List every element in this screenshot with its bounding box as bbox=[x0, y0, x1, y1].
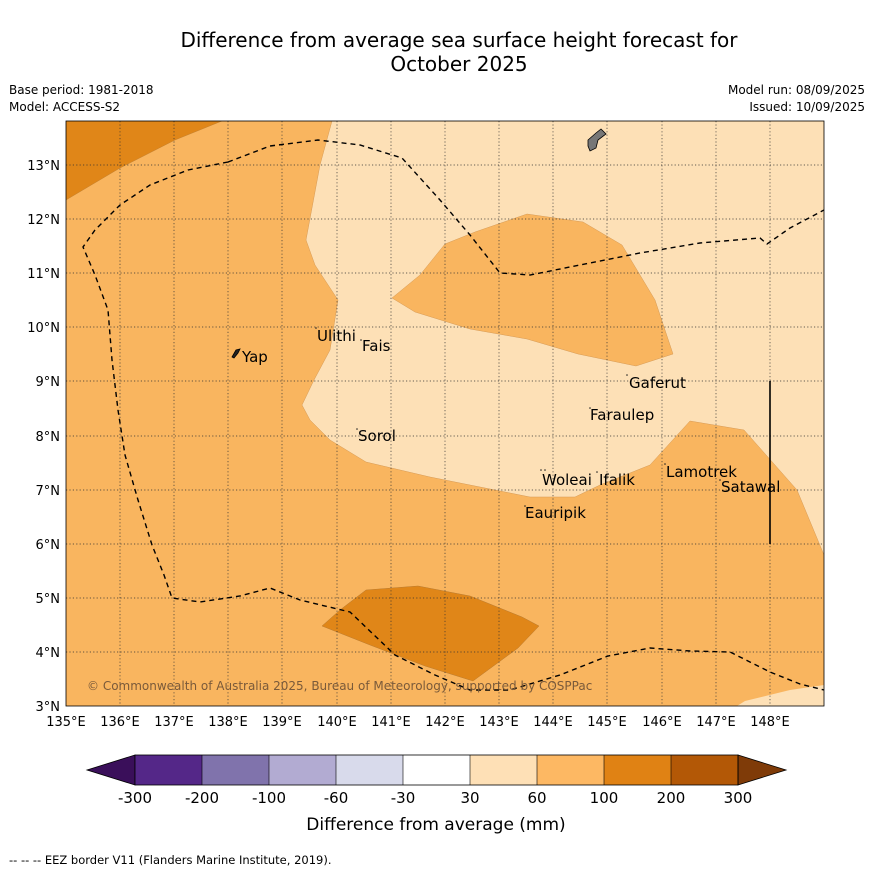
sorol-dot bbox=[356, 428, 358, 430]
yap-island-shape bbox=[231, 348, 241, 359]
colorbar-extend-low bbox=[85, 754, 136, 786]
colorbar-label: Difference from average (mm) bbox=[306, 815, 565, 835]
lon-tick-146: 146°E bbox=[642, 715, 682, 730]
cbar-tick-m200: -200 bbox=[185, 789, 219, 807]
lon-tick-145: 145°E bbox=[587, 715, 627, 730]
colorbar-extend-high bbox=[737, 754, 788, 786]
colorbar-dividers bbox=[201, 755, 672, 785]
fill-100-200-south bbox=[321, 585, 540, 682]
fill-30-60-southeast bbox=[737, 685, 824, 706]
cbar-tick-m30: -30 bbox=[391, 789, 416, 807]
eez-border-west-south bbox=[82, 161, 824, 691]
colorbar-swatch-6 bbox=[470, 755, 537, 785]
label-yap: Yap bbox=[241, 348, 268, 366]
cbar-tick-m100: -100 bbox=[252, 789, 286, 807]
colorbar-swatch-7 bbox=[537, 755, 604, 785]
lon-tick-142: 142°E bbox=[425, 715, 465, 730]
lon-tick-139: 139°E bbox=[262, 715, 302, 730]
label-lamotrek: Lamotrek bbox=[666, 463, 737, 481]
lat-tick-labels: 3°N 4°N 5°N 6°N 7°N 8°N 9°N 10°N 11°N 12… bbox=[27, 159, 60, 715]
lat-tick-9: 9°N bbox=[36, 375, 61, 390]
cbar-tick-60: 60 bbox=[527, 789, 546, 807]
lon-tick-143: 143°E bbox=[479, 715, 519, 730]
label-sorol: Sorol bbox=[358, 427, 396, 445]
model-name: Model: ACCESS-S2 bbox=[9, 100, 121, 114]
colorbar-swatch-9 bbox=[671, 755, 738, 785]
eez-footnote: -- -- -- EEZ border V11 (Flanders Marine… bbox=[9, 853, 332, 867]
label-eauripik: Eauripik bbox=[525, 504, 586, 522]
lon-tick-137: 137°E bbox=[154, 715, 194, 730]
copyright-text: © Commonwealth of Australia 2025, Bureau… bbox=[87, 679, 592, 693]
lon-tick-136: 136°E bbox=[100, 715, 140, 730]
island-labels: Yap Ulithi Fais Sorol Gaferut Faraulep W… bbox=[241, 327, 780, 522]
lat-tick-10: 10°N bbox=[27, 321, 60, 336]
woleai-dot bbox=[540, 469, 542, 471]
lon-tick-147: 147°E bbox=[696, 715, 736, 730]
lon-tick-140: 140°E bbox=[317, 715, 357, 730]
colorbar-swatch-8 bbox=[604, 755, 671, 785]
colorbar-swatch-4 bbox=[336, 755, 403, 785]
map-title-line2: October 2025 bbox=[390, 52, 528, 76]
fill-60-100-blob bbox=[391, 213, 674, 367]
label-satawal: Satawal bbox=[721, 478, 780, 496]
colorbar-tick-labels: -300 -200 -100 -60 -30 30 60 100 200 300 bbox=[118, 789, 752, 807]
fill-100-200-northwest bbox=[66, 121, 223, 201]
map-frame bbox=[65, 120, 825, 707]
cbar-tick-30: 30 bbox=[460, 789, 479, 807]
cbar-tick-m300: -300 bbox=[118, 789, 152, 807]
eauripik-dot bbox=[524, 505, 526, 507]
cbar-tick-300: 300 bbox=[724, 789, 753, 807]
eez-border-north bbox=[227, 139, 824, 276]
faraulep-dot bbox=[589, 407, 591, 409]
lat-tick-6: 6°N bbox=[36, 538, 61, 553]
lon-tick-144: 144°E bbox=[533, 715, 573, 730]
model-run: Model run: 08/09/2025 bbox=[727, 83, 865, 97]
lon-tick-141: 141°E bbox=[371, 715, 411, 730]
fais-dot bbox=[360, 339, 362, 341]
label-ifalik: Ifalik bbox=[599, 471, 635, 489]
lat-tick-7: 7°N bbox=[36, 484, 61, 499]
lat-tick-5: 5°N bbox=[36, 592, 61, 607]
lamotrek-dot bbox=[664, 463, 666, 465]
colorbar-swatch-2 bbox=[202, 755, 269, 785]
map-title: Difference from average sea surface heig… bbox=[0, 28, 873, 76]
lat-tick-13: 13°N bbox=[27, 159, 60, 174]
map-plot-area: Yap Ulithi Fais Sorol Gaferut Faraulep W… bbox=[66, 121, 824, 706]
issued-date: Issued: 10/09/2025 bbox=[749, 100, 865, 114]
island-dots bbox=[315, 327, 721, 507]
woleai-dot-2 bbox=[544, 469, 546, 471]
lat-tick-4: 4°N bbox=[36, 646, 61, 661]
guam-island bbox=[587, 128, 607, 152]
map-title-line1: Difference from average sea surface heig… bbox=[180, 28, 738, 52]
ifalik-dot bbox=[596, 471, 598, 473]
base-period: Base period: 1981-2018 bbox=[9, 83, 154, 97]
lat-tick-12: 12°N bbox=[27, 213, 60, 228]
label-faraulep: Faraulep bbox=[590, 406, 654, 424]
label-gaferut: Gaferut bbox=[629, 374, 686, 392]
lon-tick-148: 148°E bbox=[750, 715, 790, 730]
lat-tick-8: 8°N bbox=[36, 430, 61, 445]
lon-tick-138: 138°E bbox=[208, 715, 248, 730]
label-woleai: Woleai bbox=[542, 471, 592, 489]
label-ulithi: Ulithi bbox=[317, 327, 356, 345]
lat-tick-3: 3°N bbox=[36, 700, 61, 715]
lon-tick-135: 135°E bbox=[46, 715, 86, 730]
cbar-tick-m60: -60 bbox=[324, 789, 349, 807]
lon-tick-labels: 135°E 136°E 137°E 138°E 139°E 140°E 141°… bbox=[46, 715, 790, 730]
label-fais: Fais bbox=[362, 337, 391, 355]
ulithi-dot bbox=[315, 327, 317, 329]
cbar-tick-100: 100 bbox=[590, 789, 619, 807]
colorbar-swatch-5 bbox=[403, 755, 470, 785]
colorbar-swatch-1 bbox=[135, 755, 202, 785]
cbar-tick-200: 200 bbox=[657, 789, 686, 807]
colorbar-outline bbox=[134, 754, 739, 786]
gaferut-dot bbox=[626, 374, 628, 376]
meta-left: Base period: 1981-2018 Model: ACCESS-S2 bbox=[9, 82, 154, 116]
colorbar: -300 -200 -100 -60 -30 30 60 100 200 300… bbox=[85, 754, 788, 835]
lat-tick-11: 11°N bbox=[27, 267, 60, 282]
colorbar-swatch-3 bbox=[269, 755, 336, 785]
meta-right: Model run: 08/09/2025 Issued: 10/09/2025 bbox=[728, 82, 865, 116]
satawal-dot bbox=[719, 479, 721, 481]
